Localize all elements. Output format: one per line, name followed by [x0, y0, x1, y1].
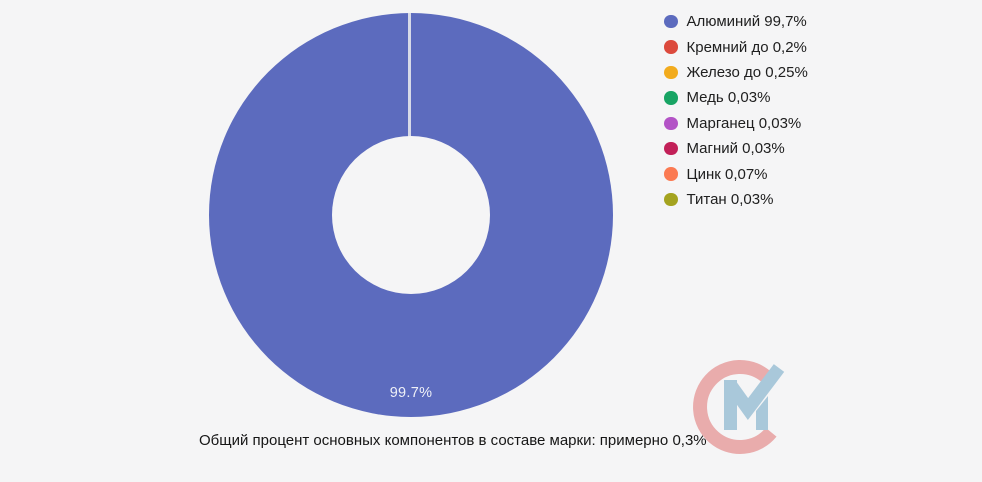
legend-item-titanium[interactable]: Титан 0,03%	[664, 187, 808, 212]
legend-item-zinc[interactable]: Цинк 0,07%	[664, 161, 808, 186]
legend-item-label: Кремний до 0,2%	[686, 38, 807, 56]
legend-item-label: Медь 0,03%	[686, 89, 771, 107]
legend-item-magnesium[interactable]: Магний 0,03%	[664, 136, 808, 161]
legend-color-dot	[664, 14, 678, 29]
legend-item-copper[interactable]: Медь 0,03%	[664, 85, 808, 110]
legend-color-dot	[664, 116, 678, 130]
donut-hole	[332, 136, 490, 294]
legend-item-manganese[interactable]: Марганец 0,03%	[664, 111, 808, 136]
logo-letter-m-leg-icon	[756, 396, 768, 430]
legend-item-label: Алюминий 99,7%	[686, 13, 807, 31]
cm-watermark-logo	[693, 360, 785, 454]
legend-color-dot	[664, 40, 678, 54]
legend-item-label: Магний 0,03%	[686, 140, 785, 158]
legend-color-dot	[664, 167, 678, 181]
donut-minor-slices[interactable]	[408, 13, 411, 137]
legend-item-label: Марганец 0,03%	[686, 114, 802, 132]
legend-item-silicon[interactable]: Кремний до 0,2%	[664, 34, 808, 59]
donut-slice-aluminium[interactable]: 99.7%	[209, 13, 613, 417]
legend-color-dot	[664, 65, 678, 80]
legend-color-dot	[664, 91, 678, 105]
legend-item-label: Титан 0,03%	[686, 190, 774, 208]
legend: Алюминий 99,7% Кремний до 0,2% Железо до…	[664, 9, 808, 212]
legend-item-label: Железо до 0,25%	[686, 63, 808, 81]
legend-item-iron[interactable]: Железо до 0,25%	[664, 60, 808, 85]
legend-color-dot	[664, 192, 678, 207]
logo-letter-c-icon	[693, 360, 777, 454]
chart-caption: Общий процент основных компонентов в сос…	[199, 432, 707, 449]
slice-value-label: 99.7%	[389, 385, 433, 401]
legend-color-dot	[664, 141, 678, 156]
legend-item-label: Цинк 0,07%	[686, 165, 768, 183]
legend-item-aluminium[interactable]: Алюминий 99,7%	[664, 9, 808, 34]
logo-checkmark-icon	[724, 364, 785, 420]
